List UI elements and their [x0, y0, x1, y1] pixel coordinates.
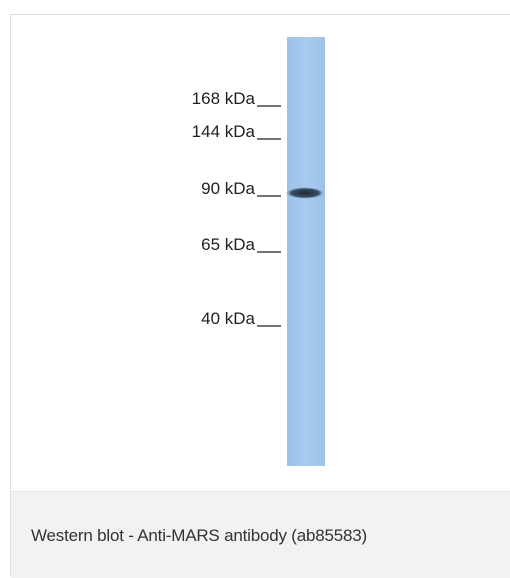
- marker-label: 40 kDa: [201, 309, 255, 328]
- marker-ladder: 168 kDa 144 kDa 90 kDa 65 kDa 40 kDa: [192, 89, 281, 328]
- protein-band: [285, 187, 325, 199]
- page: 168 kDa 144 kDa 90 kDa 65 kDa 40 kDa Western…: [0, 0, 510, 576]
- caption-bar: Western blot - Anti-MARS antibody (ab855…: [11, 491, 510, 578]
- marker-label: 65 kDa: [201, 235, 255, 254]
- marker-label: 168 kDa: [192, 89, 256, 108]
- caption-text: Western blot - Anti-MARS antibody (ab855…: [31, 526, 367, 546]
- marker-label: 90 kDa: [201, 179, 255, 198]
- figure-card: 168 kDa 144 kDa 90 kDa 65 kDa 40 kDa Western…: [10, 14, 510, 576]
- blot-image: 168 kDa 144 kDa 90 kDa 65 kDa 40 kDa: [11, 15, 510, 491]
- gel-lane: [287, 37, 325, 466]
- marker-label: 144 kDa: [192, 122, 256, 141]
